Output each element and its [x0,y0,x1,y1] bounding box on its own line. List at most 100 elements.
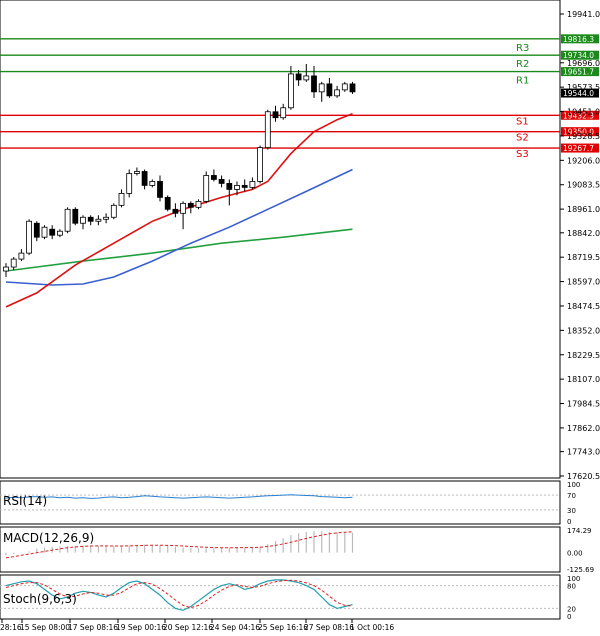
price-tick-label: 17743.0 [567,448,600,457]
current-price-box [561,88,599,98]
candle [180,201,187,230]
candle-body [241,185,248,188]
level-name-r2: R2 [516,59,529,70]
candle-body [234,185,240,190]
level-price-label: 19651.7 [563,68,594,77]
stoch-d-line [5,579,353,609]
price-axis: 19941.0 19696.0 19573.5 19451.0 19328.5 19206… [560,10,600,481]
candle [226,179,233,206]
candle-body [318,83,325,93]
candle-body [110,204,117,218]
candle [311,65,317,98]
candle [10,257,17,271]
candle [18,249,25,262]
stoch-tick-label: 20 [567,605,576,613]
candle [3,263,9,278]
stoch-tick-label: 100 [567,575,580,583]
time-tick-label: 19 Sep 00:16 [116,623,166,632]
candle-body [64,208,71,232]
rsi-tick-label: 100 [567,481,580,489]
candle-body [257,147,264,182]
candle [241,179,248,192]
price-tick-label: 17620.5 [567,472,600,481]
candle-body [326,83,333,97]
current-price-label: 19544.0 [563,89,594,98]
price-tick-label: 17862.0 [567,424,600,433]
candle [334,85,341,98]
candle [133,167,140,176]
candle-body [226,183,233,190]
candle [141,169,148,190]
time-tick-label: 15 Sep 08:00 [20,623,70,632]
candle [280,103,287,120]
price-tick-label: 19328.5 [567,132,600,141]
candle [287,65,294,110]
candle-body [295,73,302,81]
level-name-s3: S3 [516,149,529,160]
macd-tick-label: 0.00 [567,550,583,558]
price-tick-label: 19451.0 [567,108,600,117]
candle [341,81,348,92]
candle-body [149,181,156,186]
time-tick-label: 1 Oct 00:16 [350,623,394,632]
candle-body [172,208,179,214]
stoch-tick-label: 80 [567,583,576,591]
price-tick-label: 18961.0 [567,205,600,214]
price-tick-label: 18352.0 [567,326,600,335]
price-tick-label: 18597.0 [567,278,600,287]
candle-body [49,228,56,236]
candle-body [133,171,140,174]
candle-body [57,230,63,236]
stoch-tick-label: 0 [567,613,571,621]
ma-blue-line [5,168,353,286]
price-tick-label: 18842.0 [567,229,600,238]
candle [249,177,256,190]
candle-body [41,226,48,238]
candle-body [10,258,17,268]
candle [303,63,310,82]
candle-body [341,83,348,91]
stoch-k-line [5,579,353,611]
candles [3,63,356,278]
price-tick-label: 18229.5 [567,351,600,360]
candle-body [157,181,163,198]
candle [195,199,202,210]
level-price-label: 19267.7 [563,144,594,153]
candle [26,219,33,256]
level-name-s1: S1 [516,116,529,127]
candle-body [33,222,40,238]
candle-body [18,252,25,260]
ma-green-line [5,228,353,272]
level-price-box [561,143,599,153]
candle [264,109,271,150]
time-tick-label: 20 Sep 12:16 [163,623,213,632]
candle [272,105,279,122]
candle-body [118,192,125,206]
macd-series: 174.29 0.00 -125.69 [5,527,594,574]
candle [326,77,333,98]
candle-body [95,218,102,222]
time-tick-label: 25 Sep 16:16 [258,623,308,632]
candle [203,171,210,204]
rsi-panel [0,480,561,525]
time-tick-label: 24 Sep 04:16 [210,623,260,632]
candle [126,169,133,198]
candle [95,215,102,226]
level-price-label: 19350.0 [563,128,594,137]
level-price-box [561,67,599,77]
candle [349,81,356,94]
candle-body [334,89,341,97]
price-tick-label: 18107.0 [567,375,600,384]
candle [234,181,240,196]
level-price-label: 19432.3 [563,111,594,120]
level-price-box [561,34,599,44]
candle [110,203,117,220]
main-panel [0,0,561,479]
macd-panel [0,526,561,573]
time-tick-label: 17 Sep 08:16 [68,623,118,632]
candle-body [87,216,94,222]
price-tick-label: 18719.5 [567,253,600,262]
candle [57,229,63,238]
